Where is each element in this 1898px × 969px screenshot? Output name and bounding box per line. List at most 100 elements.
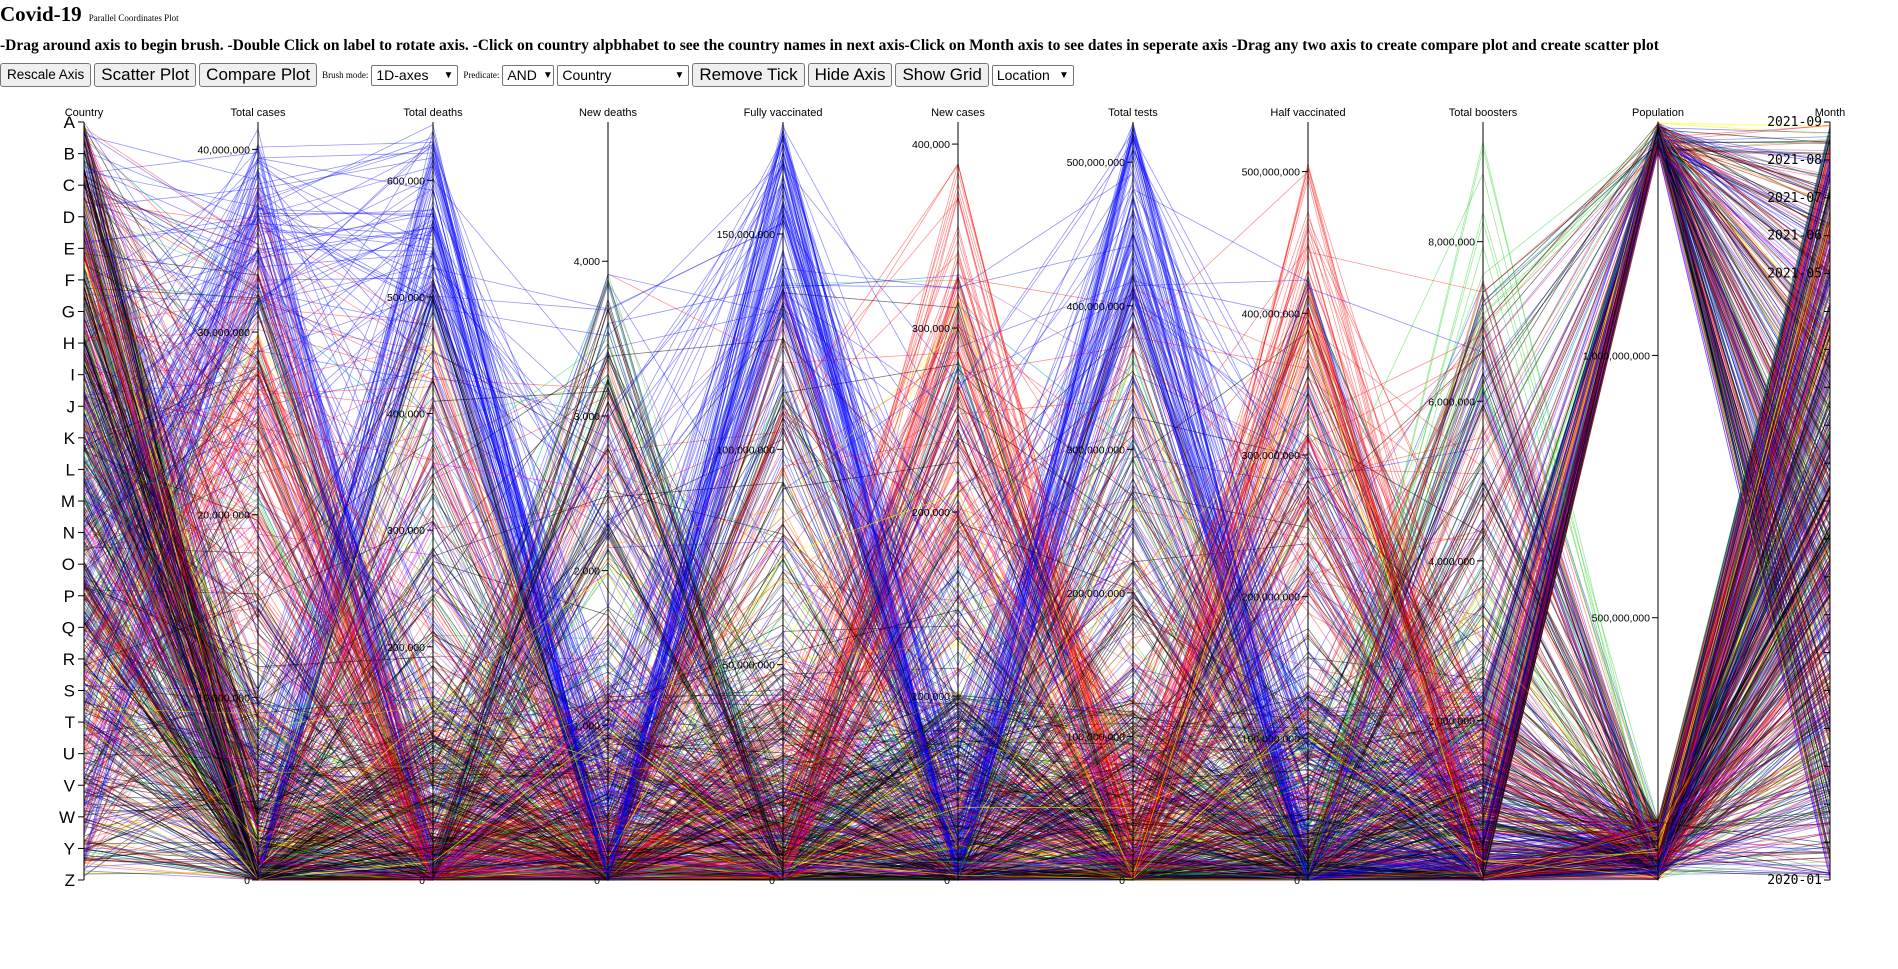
country-letter-label[interactable]: U bbox=[63, 745, 75, 764]
country-letter-label[interactable]: N bbox=[63, 524, 75, 543]
axis-title[interactable]: Population bbox=[1632, 107, 1684, 119]
axis-total-deaths[interactable]: Total deaths 0 200,000 300,000 400,000 500,00… bbox=[387, 107, 463, 887]
location-select[interactable]: Location ▼ bbox=[991, 64, 1074, 86]
tick-label: 0 bbox=[944, 875, 950, 887]
tick-label: 100,000 bbox=[912, 691, 950, 703]
tick-label: 300,000,000 bbox=[1067, 444, 1126, 456]
chevron-down-icon: ▼ bbox=[542, 69, 553, 81]
axis-total-tests[interactable]: Total tests 0 100,000,000 200,000,000 300,00… bbox=[1067, 107, 1159, 887]
axis-title[interactable]: Total tests bbox=[1108, 107, 1158, 119]
tick-label: 4,000,000 bbox=[1428, 556, 1475, 568]
tick-label: 300,000 bbox=[912, 323, 950, 335]
tick-label: 20,000,000 bbox=[197, 510, 250, 522]
tick-label: 50,000,000 bbox=[722, 660, 775, 672]
country-letter-label[interactable]: T bbox=[65, 713, 75, 732]
tick-label: 30,000,000 bbox=[197, 327, 250, 339]
country-letter-label[interactable]: B bbox=[64, 145, 75, 164]
month-label[interactable]: 2021-06 bbox=[1767, 229, 1822, 244]
tick-label: 200,000 bbox=[912, 507, 950, 519]
country-letter-label[interactable]: V bbox=[64, 776, 76, 795]
tick-label: 500,000 bbox=[387, 292, 425, 304]
brush-mode-value: 1D-axes bbox=[376, 66, 429, 83]
country-letter-label[interactable]: C bbox=[63, 176, 75, 195]
axis-title[interactable]: Month bbox=[1815, 107, 1846, 119]
country-letter-label[interactable]: E bbox=[64, 239, 75, 258]
month-label[interactable]: 2021-08 bbox=[1767, 153, 1822, 168]
axis-new-cases[interactable]: New cases 0 100,000 200,000 300,000 400,000 bbox=[912, 107, 985, 887]
country-letter-label[interactable]: Q bbox=[62, 618, 75, 637]
tick-label: 1,000,000,000 bbox=[1583, 350, 1650, 362]
country-letter-label[interactable]: H bbox=[63, 334, 75, 353]
axis-new-deaths[interactable]: New deaths 0 1,000 2,000 3,000 4,000 bbox=[574, 107, 638, 887]
tick-label: 0 bbox=[1294, 875, 1300, 887]
country-letter-label[interactable]: D bbox=[63, 208, 75, 227]
country-letter-label[interactable]: A bbox=[64, 113, 76, 132]
tick-label: 300,000,000 bbox=[1242, 450, 1301, 462]
country-letter-label[interactable]: I bbox=[70, 366, 75, 385]
country-letter-label[interactable]: M bbox=[61, 492, 75, 511]
axis-title[interactable]: Total cases bbox=[230, 107, 286, 119]
axis-half-vaccinated[interactable]: Half vaccinated 0 100,000,000 200,000,000 30… bbox=[1242, 107, 1346, 887]
country-letter-label[interactable]: L bbox=[66, 460, 75, 479]
axis-title[interactable]: New deaths bbox=[579, 107, 638, 119]
tick-label: 0 bbox=[244, 875, 250, 887]
country-letter-label[interactable]: W bbox=[59, 808, 75, 827]
remove-tick-button[interactable]: Remove Tick bbox=[692, 63, 805, 87]
instructions-text: -Drag around axis to begin brush. -Doubl… bbox=[0, 37, 1659, 54]
country-letter-label[interactable]: K bbox=[64, 429, 76, 448]
tick-label: 400,000,000 bbox=[1067, 301, 1126, 313]
month-label[interactable]: 2021-09 bbox=[1767, 115, 1822, 130]
compare-plot-button[interactable]: Compare Plot bbox=[199, 63, 318, 87]
axis-title[interactable]: Total boosters bbox=[1449, 107, 1518, 119]
axis-total-cases[interactable]: Total cases 0 10,000,000 20,000,000 30,000,0… bbox=[197, 107, 286, 887]
predicate-label: Predicate: bbox=[463, 70, 500, 80]
page-title: Covid-19 bbox=[0, 2, 82, 26]
month-label[interactable]: 2020-01 bbox=[1767, 873, 1822, 888]
tick-label: 200,000,000 bbox=[1242, 592, 1301, 604]
axis-total-boosters[interactable]: Total boosters 2,000,000 4,000,000 6,000,00… bbox=[1428, 107, 1518, 880]
show-grid-button[interactable]: Show Grid bbox=[895, 63, 989, 87]
country-letter-label[interactable]: F bbox=[65, 271, 75, 290]
chevron-down-icon: ▼ bbox=[443, 69, 454, 81]
predicate-select[interactable]: AND ▼ bbox=[502, 64, 555, 86]
rescale-axis-button[interactable]: Rescale Axis bbox=[0, 63, 92, 87]
scatter-plot-button[interactable]: Scatter Plot bbox=[94, 63, 197, 87]
country-letter-label[interactable]: O bbox=[62, 555, 75, 574]
axis-population[interactable]: Population 500,000,000 1,000,000,000 bbox=[1583, 107, 1684, 880]
tick-label: 500,000,000 bbox=[1067, 157, 1126, 169]
tick-label: 200,000 bbox=[387, 642, 425, 654]
tick-label: 6,000,000 bbox=[1428, 396, 1475, 408]
tick-label: 400,000 bbox=[387, 409, 425, 421]
axis-title[interactable]: Fully vaccinated bbox=[744, 107, 823, 119]
axis-title[interactable]: Total deaths bbox=[403, 107, 463, 119]
axis-title[interactable]: Country bbox=[65, 107, 104, 119]
tick-label: 100,000,000 bbox=[1242, 733, 1301, 745]
axis-fully-vaccinated[interactable]: Fully vaccinated 0 50,000,000 100,000,000 15… bbox=[717, 107, 823, 887]
axis-select-value: Country bbox=[562, 66, 612, 83]
axis-title[interactable]: New cases bbox=[931, 107, 985, 119]
country-letter-label[interactable]: G bbox=[62, 303, 75, 322]
country-letter-label[interactable]: Y bbox=[64, 839, 75, 858]
tick-label: 150,000,000 bbox=[717, 229, 776, 241]
month-label[interactable]: 2021-05 bbox=[1767, 267, 1822, 282]
tick-label: 10,000,000 bbox=[197, 692, 250, 704]
tick-label: 2,000,000 bbox=[1428, 715, 1475, 727]
axis-title[interactable]: Half vaccinated bbox=[1270, 107, 1345, 119]
country-letter-label[interactable]: J bbox=[67, 397, 76, 416]
location-value: Location bbox=[996, 66, 1050, 83]
hide-axis-button[interactable]: Hide Axis bbox=[807, 63, 893, 87]
tick-label: 500,000,000 bbox=[1242, 167, 1301, 179]
country-letter-label[interactable]: S bbox=[64, 682, 75, 701]
tick-label: 300,000 bbox=[387, 525, 425, 537]
month-label[interactable]: 2021-07 bbox=[1767, 191, 1822, 206]
country-letter-label[interactable]: Z bbox=[65, 871, 75, 890]
brush-mode-select[interactable]: 1D-axes ▼ bbox=[371, 64, 459, 86]
country-letter-label[interactable]: R bbox=[63, 650, 75, 669]
tick-label: 600,000 bbox=[387, 175, 425, 187]
axis-select[interactable]: Country ▼ bbox=[557, 64, 690, 86]
country-letter-label[interactable]: P bbox=[64, 587, 75, 606]
